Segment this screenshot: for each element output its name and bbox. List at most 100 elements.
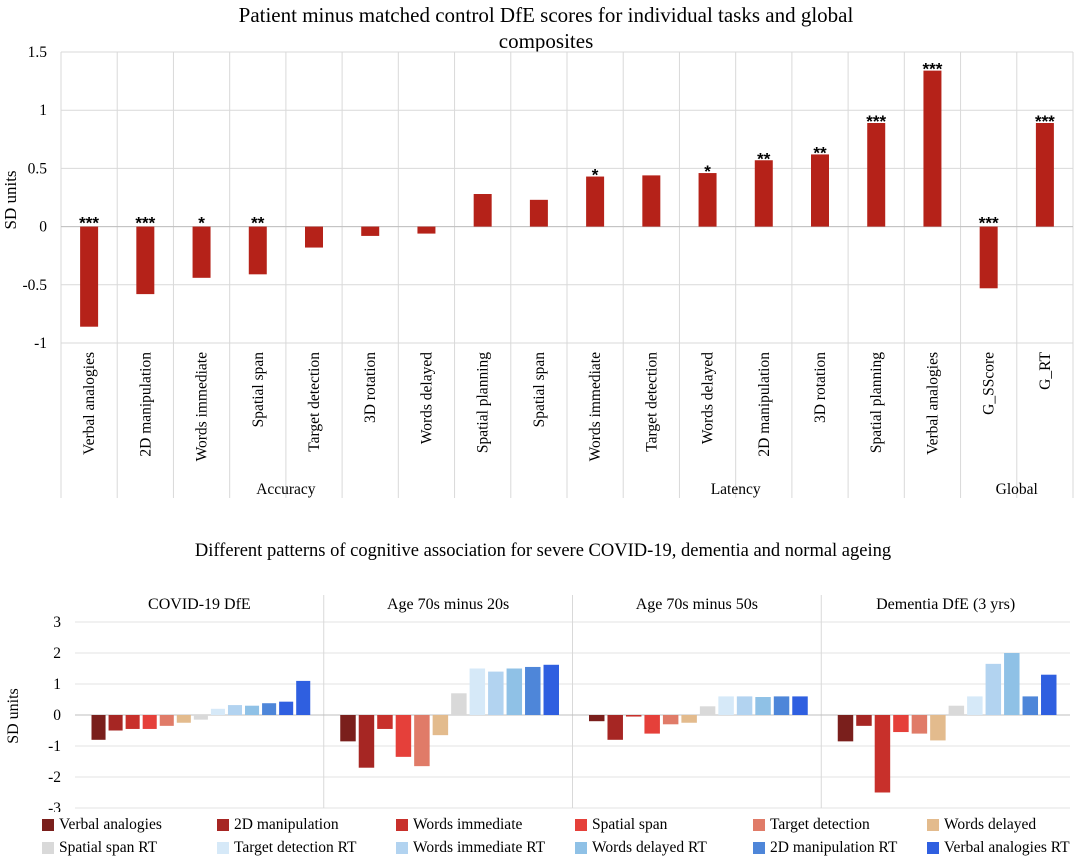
legend-item: Verbal analogies RT [927, 837, 1070, 859]
legend-label: Verbal analogies [59, 816, 162, 833]
bottom-bar [837, 715, 854, 742]
legend-item: Words delayed RT [575, 837, 707, 859]
legend-swatch [217, 842, 229, 854]
top-bar [754, 160, 773, 227]
top-title-line-2: composites [499, 29, 594, 53]
bottom-bar [543, 664, 559, 715]
top-bar [979, 226, 998, 289]
bottom-bar [395, 715, 412, 757]
top-bar [248, 226, 267, 275]
bottom-bar [792, 696, 808, 715]
bottom-bar [227, 705, 243, 715]
bottom-bar [488, 671, 504, 715]
legend-item: Words immediate [396, 814, 522, 836]
top-significance-label: * [198, 214, 205, 233]
legend-label: 2D manipulation RT [770, 839, 898, 856]
bottom-bar [948, 705, 965, 715]
top-bar [923, 70, 942, 227]
bottom-y-tick-label: -2 [48, 769, 61, 786]
legend-swatch [927, 842, 939, 854]
top-category-label: Spatial planning [475, 352, 492, 453]
top-bar [698, 173, 717, 227]
top-category-label: Spatial span [250, 352, 267, 428]
top-bar [1035, 123, 1054, 227]
top-significance-label: *** [866, 112, 886, 131]
top-y-tick-label: 1.5 [28, 44, 48, 61]
top-bar [305, 226, 323, 248]
bottom-bar [856, 715, 872, 726]
bottom-bar [736, 696, 753, 715]
bottom-panel-title: Dementia DfE (3 yrs) [876, 596, 1015, 613]
bottom-bar [1004, 653, 1020, 715]
legend-label: Target detection [770, 816, 870, 833]
top-significance-label: * [704, 162, 711, 181]
bottom-panel-title: COVID-19 DfE [148, 596, 251, 613]
bottom-bar [469, 668, 486, 715]
legend-item: 2D manipulation [217, 814, 339, 836]
legend: Verbal analogies 2D manipulation Words imm… [42, 814, 1072, 860]
figure-canvas: Patient minus matched control DfE scores… [1, 3, 1074, 812]
legend-swatch [753, 819, 765, 831]
bottom-title: Different patterns of cognitive associat… [195, 541, 891, 561]
bottom-bar [718, 696, 734, 715]
legend-item: 2D manipulation RT [753, 837, 897, 859]
bottom-bar [1041, 674, 1057, 715]
top-category-label: 2D manipulation [137, 352, 154, 457]
bottom-bar [245, 705, 260, 715]
top-significance-label: *** [79, 214, 99, 233]
bottom-y-tick-label: 3 [53, 614, 61, 631]
legend-swatch [42, 842, 54, 854]
top-significance-label: ** [251, 214, 265, 233]
top-bar [361, 226, 380, 236]
bottom-bar [1022, 696, 1039, 715]
legend-item: Verbal analogies [42, 814, 162, 836]
legend-swatch [575, 819, 587, 831]
legend-item: Target detection RT [217, 837, 357, 859]
bottom-bar [296, 680, 311, 715]
top-category-label: Verbal analogies [924, 352, 941, 455]
legend-label: Words immediate RT [413, 839, 546, 856]
bottom-bar [91, 715, 106, 740]
bottom-bar [699, 706, 716, 715]
bottom-bar [377, 715, 393, 729]
bottom-bar [125, 715, 140, 729]
top-bar [529, 199, 548, 227]
legend-label: Words delayed RT [592, 839, 707, 856]
bottom-bar [874, 715, 891, 793]
bottom-bar [911, 715, 928, 734]
top-bar [586, 176, 605, 227]
bottom-y-tick-label: 1 [53, 676, 61, 693]
bottom-bar [193, 715, 208, 720]
top-bar [417, 226, 436, 234]
top-category-label: 3D rotation [362, 352, 379, 423]
bottom-y-tick-label: -1 [48, 738, 61, 755]
top-category-label: Verbal analogies [81, 352, 98, 455]
bottom-bar [159, 715, 174, 726]
top-significance-label: *** [1035, 112, 1055, 131]
top-bar [811, 154, 829, 227]
bottom-y-tick-label: 2 [53, 645, 61, 662]
top-category-label: Words immediate [587, 352, 604, 461]
bottom-bar [985, 663, 1002, 715]
top-significance-label: ** [813, 143, 827, 162]
legend-swatch [753, 842, 765, 854]
top-category-label: Words delayed [700, 352, 717, 444]
bottom-bar [262, 703, 277, 715]
bottom-bar [644, 715, 660, 734]
top-significance-label: *** [135, 214, 155, 233]
bottom-bar [451, 693, 467, 715]
top-category-label: Spatial planning [868, 352, 885, 453]
top-bar [867, 123, 886, 227]
legend-label: Target detection RT [234, 839, 357, 856]
top-category-label: Target detection [643, 352, 660, 452]
top-y-tick-label: 0 [39, 219, 47, 236]
top-group-label: Global [996, 481, 1038, 498]
bottom-y-axis-label: SD units [5, 688, 22, 744]
top-y-tick-label: -1 [34, 335, 47, 352]
legend-swatch [927, 819, 939, 831]
bottom-bar [773, 696, 790, 715]
top-category-label: G_RT [1037, 351, 1054, 389]
bottom-y-tick-label: 0 [53, 707, 61, 724]
top-bar [473, 194, 492, 227]
top-y-tick-label: -0.5 [22, 277, 47, 294]
